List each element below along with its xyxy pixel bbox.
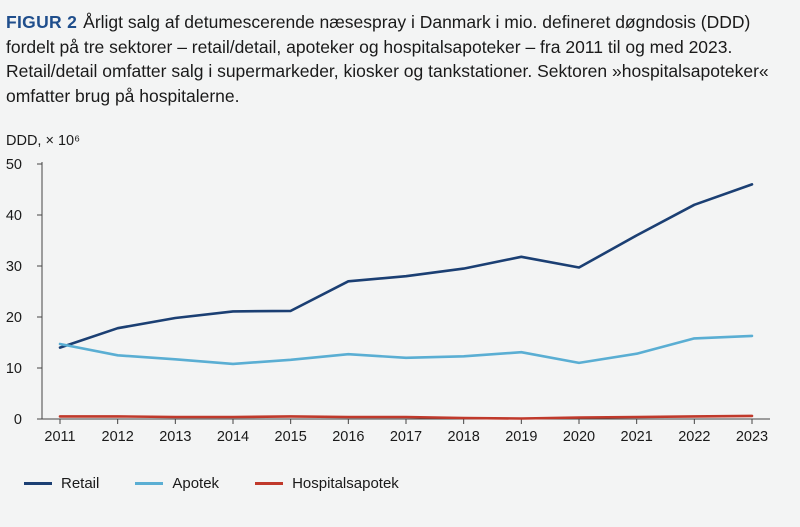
x-tick-label: 2017 [390, 429, 422, 445]
y-axis-label-group: DDD, × 10⁶ [6, 133, 80, 149]
y-ticks: 0 10 20 30 40 50 [6, 157, 42, 428]
y-tick-label: 50 [6, 157, 22, 173]
legend-swatch [255, 482, 284, 485]
x-ticks: 2011 2012 2013 2014 2015 2016 2017 2018 2019 2020… [44, 419, 768, 445]
legend-label: Hospitalsapotek [292, 475, 399, 492]
x-tick-label: 2019 [505, 429, 537, 445]
y-tick-label: 0 [14, 412, 22, 428]
x-tick-label: 2020 [563, 429, 595, 445]
legend-label: Apotek [172, 475, 220, 492]
legend-item-apotek: Apotek [135, 475, 219, 492]
y-tick-label: 40 [6, 208, 22, 224]
legend-item-retail: Retail [24, 475, 99, 492]
x-tick-label: 2018 [448, 429, 480, 445]
legend-item-hospitalsapotek: Hospitalsapotek [255, 475, 399, 492]
y-axis-label: DDD, × 10⁶ [6, 133, 80, 149]
caption-text: Årligt salg af detumescerende næsespray … [6, 12, 769, 106]
figure-label: FIGUR 2 [6, 12, 78, 32]
legend-label: Retail [61, 475, 100, 492]
x-tick-label: 2012 [102, 429, 134, 445]
series-line-retail [58, 183, 754, 349]
x-tick-label: 2011 [44, 429, 75, 445]
x-tick-label: 2013 [159, 429, 191, 445]
x-tick-label: 2022 [678, 429, 710, 445]
series-lines [58, 183, 754, 420]
series-line-apotek [58, 334, 754, 366]
x-tick-label: 2014 [217, 429, 249, 445]
x-tick-label: 2016 [332, 429, 364, 445]
legend-swatch [135, 482, 164, 485]
y-tick-label: 20 [6, 310, 22, 326]
legend-swatch [24, 482, 52, 485]
axes [41, 162, 770, 420]
y-tick-label: 10 [6, 361, 22, 377]
x-tick-label: 2015 [275, 429, 307, 445]
figure-caption: FIGUR 2 Årligt salg af detumescerende næs… [6, 10, 794, 108]
chart-legend: Retail Apotek Hospitalsapotek [24, 475, 435, 492]
x-tick-label: 2023 [736, 429, 768, 445]
x-tick-label: 2021 [621, 429, 653, 445]
y-tick-label: 30 [6, 259, 22, 275]
series-line-hospitalsapotek [58, 414, 754, 420]
